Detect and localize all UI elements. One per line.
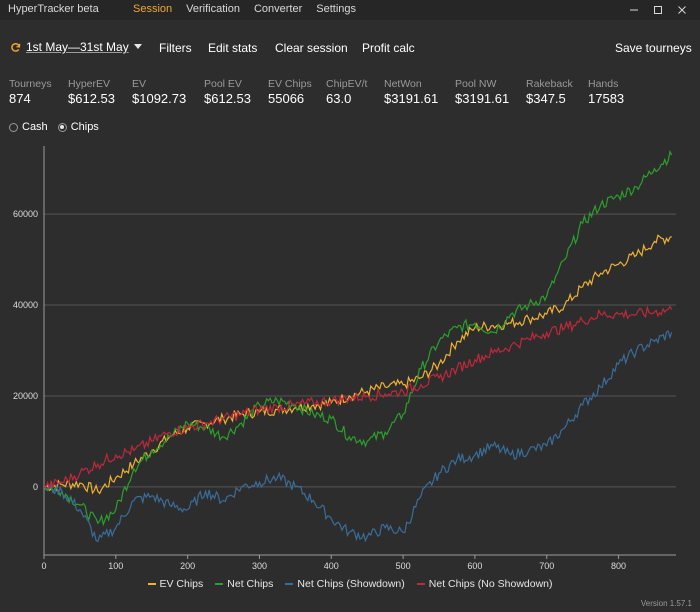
legend-label: EV Chips	[159, 578, 204, 590]
stat-key: Pool NW	[455, 78, 497, 90]
stat-hands: Hands 17583	[588, 78, 624, 107]
menu-converter[interactable]: Converter	[253, 3, 303, 15]
stat-value: $347.5	[526, 91, 566, 106]
radio-label: Chips	[70, 121, 99, 133]
legend-swatch	[215, 583, 224, 585]
mode-selector: Cash Chips	[9, 121, 99, 133]
stat-key: Rakeback	[526, 78, 573, 90]
main-menu: Session Verification Converter Settings	[133, 3, 356, 15]
legend-label: Net Chips (Showdown)	[297, 578, 405, 590]
stat-value: $3191.61	[455, 91, 510, 106]
x-tick-label: 800	[611, 561, 626, 571]
legend-item[interactable]: Net Chips (No Showdown)	[416, 578, 553, 590]
filters-button[interactable]: Filters	[159, 41, 192, 55]
x-tick-label: 500	[396, 561, 411, 571]
stat-ev-chips: EV Chips 55066	[268, 78, 312, 107]
y-tick-label: 0	[33, 482, 38, 492]
profit-calc-button[interactable]: Profit calc	[362, 41, 415, 55]
x-tick-label: 600	[467, 561, 482, 571]
edit-stats-button[interactable]: Edit stats	[208, 41, 258, 55]
minimize-icon	[630, 9, 638, 11]
stat-rakeback: Rakeback $347.5	[526, 78, 573, 107]
series-line	[44, 330, 673, 543]
title-bar: HyperTracker beta Session Verification C…	[0, 0, 700, 20]
caret-down-icon	[133, 44, 142, 49]
legend-item[interactable]: EV Chips	[147, 578, 204, 590]
stat-key: ChipEV/t	[326, 78, 368, 90]
chart-legend: EV Chips Net Chips Net Chips (Showdown) Net…	[0, 578, 700, 590]
stat-value: 17583	[588, 91, 625, 106]
radio-dot	[9, 122, 18, 132]
maximize-button[interactable]	[646, 2, 670, 18]
x-tick-label: 300	[252, 561, 267, 571]
stat-key: Tourneys	[9, 78, 52, 90]
close-button[interactable]	[670, 2, 694, 18]
stat-key: Pool EV	[204, 78, 242, 90]
stat-key: EV Chips	[268, 78, 312, 90]
series-line	[44, 234, 672, 495]
x-tick-label: 0	[41, 561, 46, 571]
chart-canvas: 0 20000 40000 60000 0 100 200 300 400 500 600 700 80…	[13, 146, 676, 571]
legend-label: Net Chips (No Showdown)	[428, 578, 553, 590]
stat-value: 63.0	[326, 91, 352, 106]
app-title: HyperTracker beta	[8, 3, 99, 15]
series-line	[44, 305, 673, 491]
stat-netwon: NetWon $3191.61	[384, 78, 438, 107]
menu-verification[interactable]: Verification	[186, 3, 240, 15]
save-tourneys-button[interactable]: Save tourneys	[615, 41, 692, 55]
stat-key: Hands	[588, 78, 619, 90]
version-label: Version 1.57.1	[640, 599, 692, 608]
x-tick-label: 200	[180, 561, 195, 571]
stats-bar: Tourneys 874 HyperEV $612.53 EV $1092.73 Po…	[0, 78, 700, 108]
menu-settings[interactable]: Settings	[316, 3, 356, 15]
close-icon	[678, 6, 686, 14]
stat-value: 55066	[268, 91, 305, 106]
stat-pool-ev: Pool EV $612.53	[204, 78, 251, 107]
radio-chips[interactable]: Chips	[57, 121, 99, 133]
clear-session-button[interactable]: Clear session	[275, 41, 348, 55]
toolbar: 1st May—31st May Filters Edit stats Clea…	[0, 36, 700, 60]
menu-session[interactable]: Session	[133, 3, 173, 15]
legend-label: Net Chips	[227, 578, 274, 590]
chips-chart: 0 20000 40000 60000 0 100 200 300 400 500 600 700 80…	[0, 140, 700, 600]
radio-cash[interactable]: Cash	[9, 121, 48, 133]
legend-item[interactable]: Net Chips	[215, 578, 273, 590]
stat-value: $612.53	[204, 91, 251, 106]
x-tick-label: 100	[108, 561, 123, 571]
window-controls	[622, 2, 694, 18]
stat-tourneys: Tourneys 874	[9, 78, 52, 107]
stat-chipev-per-t: ChipEV/t 63.0	[326, 78, 367, 107]
stat-key: NetWon	[384, 78, 422, 90]
stat-value: 874	[9, 91, 31, 106]
stat-key: EV	[132, 78, 147, 90]
stat-pool-nw: Pool NW $3191.61	[455, 78, 509, 107]
x-tick-label: 700	[539, 561, 554, 571]
series-line	[44, 149, 673, 527]
legend-swatch	[147, 583, 156, 585]
y-tick-label: 20000	[13, 391, 38, 401]
minimize-button[interactable]	[622, 2, 646, 18]
radio-dot	[57, 122, 67, 132]
stat-value: $612.53	[68, 91, 115, 106]
legend-swatch	[285, 583, 294, 585]
y-tick-label: 40000	[13, 300, 38, 310]
x-tick-label: 400	[324, 561, 339, 571]
radio-label: Cash	[22, 121, 48, 133]
legend-swatch	[416, 583, 425, 585]
maximize-icon	[654, 6, 662, 14]
y-tick-label: 60000	[13, 209, 38, 219]
stat-value: $3191.61	[384, 91, 439, 106]
stat-value: $1092.73	[132, 91, 187, 106]
stat-key: HyperEV	[68, 78, 111, 90]
date-range-picker[interactable]: 1st May—31st May	[10, 40, 142, 54]
stat-hyperev: HyperEV $612.53	[68, 78, 115, 107]
legend-item[interactable]: Net Chips (Showdown)	[285, 578, 405, 590]
stat-ev: EV $1092.73	[132, 78, 186, 107]
date-range-label: 1st May—31st May	[26, 40, 129, 54]
refresh-icon	[11, 42, 21, 52]
